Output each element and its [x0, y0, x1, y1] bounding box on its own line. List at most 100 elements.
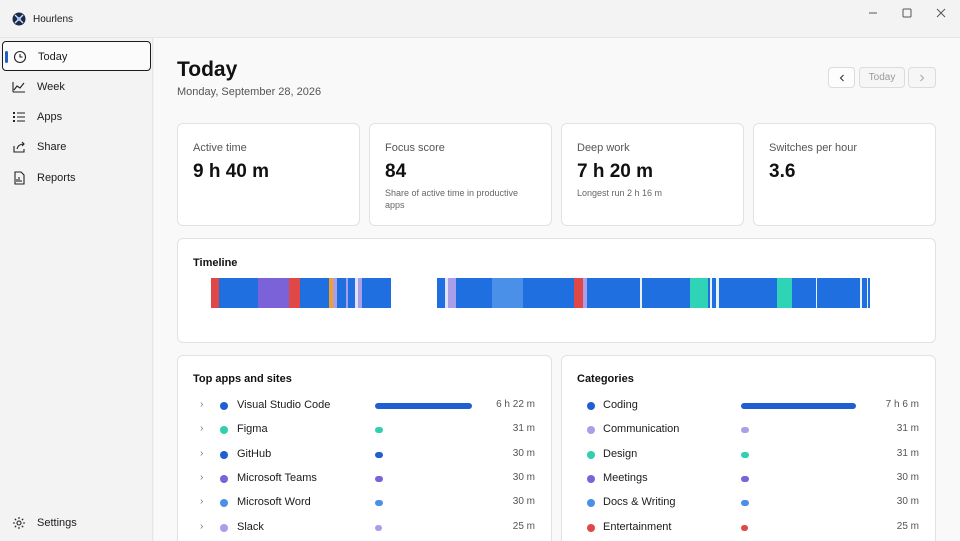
timeline-segment — [868, 278, 870, 308]
maximize-button[interactable] — [890, 0, 924, 26]
categories-title: Categories — [577, 373, 634, 385]
gear-icon — [13, 517, 25, 529]
timeline-segment — [329, 278, 333, 308]
active-indicator — [5, 51, 8, 63]
list-item[interactable]: Entertainment 25 m — [562, 518, 935, 538]
stat-value: 7 h 20 m — [577, 161, 654, 182]
timeline-segment — [300, 278, 329, 308]
sidebar-item-label: Reports — [37, 172, 76, 184]
list-item-value: 31 m — [896, 447, 919, 459]
timeline-segment — [289, 278, 300, 308]
timeline-segment — [211, 278, 219, 308]
timeline-segment — [445, 278, 448, 308]
timeline-segment — [348, 278, 355, 308]
stat-card-focus-score: Focus score 84 Share of active time in p… — [369, 123, 552, 226]
app-title: Hourlens — [33, 14, 74, 25]
today-button-label: Today — [868, 72, 896, 83]
timeline-segment — [817, 278, 860, 308]
today-button[interactable]: Today — [859, 67, 905, 88]
stat-value: 3.6 — [769, 161, 796, 182]
list-item-name: Figma — [237, 423, 268, 436]
sidebar-item-apps[interactable]: Apps — [2, 102, 151, 132]
next-day-button[interactable] — [908, 67, 936, 88]
stat-label: Focus score — [385, 142, 445, 154]
sidebar-item-share[interactable]: Share — [2, 132, 151, 162]
color-dot — [587, 499, 595, 508]
color-dot — [587, 450, 595, 459]
list-item-name: Microsoft Word — [237, 496, 311, 509]
report-icon — [14, 171, 25, 185]
list-item[interactable]: Coding 7 h 6 m — [562, 396, 935, 416]
color-dot — [587, 402, 595, 410]
timeline-segment — [690, 278, 708, 308]
timeline-segment — [523, 278, 574, 308]
list-item-name: Coding — [603, 399, 638, 411]
color-dot — [220, 499, 228, 508]
timeline-segment — [792, 278, 816, 308]
close-icon — [936, 8, 946, 18]
timeline-segment — [219, 278, 258, 308]
list-item-value: 30 m — [512, 447, 535, 459]
settings-label: Settings — [37, 517, 77, 529]
sidebar-item-reports[interactable]: Reports — [2, 163, 151, 193]
color-dot — [220, 450, 228, 459]
stat-subtext: Share of active time in productive apps — [385, 188, 519, 210]
share-bar — [375, 427, 383, 434]
chevron-right-icon[interactable]: › — [200, 447, 204, 459]
list-item-name: Design — [603, 447, 638, 460]
list-item[interactable]: Meetings 30 m — [562, 469, 935, 489]
app-logo-icon — [12, 12, 26, 26]
share-bar — [375, 500, 383, 507]
chevron-right-icon[interactable]: › — [200, 471, 204, 483]
list-item[interactable]: › Slack 25 m — [178, 518, 551, 538]
list-item[interactable]: Communication 31 m — [562, 420, 935, 440]
share-bar — [375, 524, 382, 531]
timeline-segment — [862, 278, 867, 308]
list-item-value: 31 m — [512, 423, 535, 435]
timeline-segment — [355, 278, 358, 308]
timeline-segment — [448, 278, 456, 308]
list-item[interactable]: › GitHub 30 m — [178, 445, 551, 465]
list-item-name: Slack — [237, 520, 264, 533]
list-item[interactable]: › Visual Studio Code 6 h 22 m — [178, 396, 551, 416]
sidebar-item-label: Week — [37, 81, 65, 93]
timeline-segment — [710, 278, 712, 308]
list-item-name: GitHub — [237, 447, 272, 460]
main-content: Today Monday, September 28, 2026 Today A… — [154, 38, 960, 541]
chevron-right-icon[interactable]: › — [200, 496, 204, 508]
chevron-right-icon[interactable]: › — [200, 423, 204, 435]
list-item-value: 30 m — [512, 496, 535, 508]
timeline-segment — [346, 278, 348, 308]
previous-day-button[interactable] — [828, 67, 855, 88]
sidebar-item-week[interactable]: Week — [2, 72, 151, 102]
close-button[interactable] — [924, 0, 958, 26]
stat-subtext: Longest run 2 h 16 m — [577, 188, 663, 198]
list-item[interactable]: Design 31 m — [562, 445, 935, 465]
list-item[interactable]: › Microsoft Word 30 m — [178, 493, 551, 513]
list-item-value: 30 m — [896, 496, 919, 508]
timeline-card: Timeline — [177, 238, 936, 343]
sidebar-item-settings[interactable]: Settings — [2, 510, 151, 536]
list-item[interactable]: › Microsoft Teams 30 m — [178, 469, 551, 489]
timeline-segment — [716, 278, 719, 308]
list-item-value: 6 h 22 m — [496, 399, 535, 410]
timeline-segment — [816, 278, 817, 308]
sidebar-item-today[interactable]: Today — [2, 41, 151, 71]
list-item-name: Entertainment — [603, 520, 672, 533]
chevron-right-icon[interactable]: › — [200, 520, 204, 532]
color-dot — [220, 474, 228, 483]
list-item[interactable]: › Figma 31 m — [178, 420, 551, 440]
minimize-button[interactable] — [856, 0, 890, 26]
stat-label: Switches per hour — [769, 142, 858, 154]
chevron-right-icon[interactable]: › — [200, 399, 204, 410]
timeline-segment — [362, 278, 391, 308]
list-item-name: Visual Studio Code — [237, 399, 331, 411]
timeline-chart[interactable] — [211, 278, 891, 308]
timeline-segment — [642, 278, 690, 308]
timeline-segment — [437, 278, 445, 308]
list-item[interactable]: Docs & Writing 30 m — [562, 493, 935, 513]
maximize-icon — [902, 8, 912, 18]
timeline-segment — [860, 278, 862, 308]
color-dot — [220, 402, 228, 410]
list-item-name: Communication — [603, 423, 680, 436]
